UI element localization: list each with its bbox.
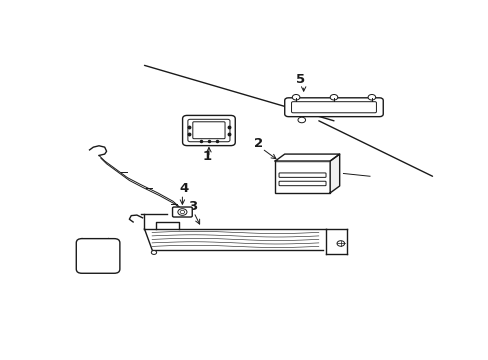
FancyBboxPatch shape (291, 102, 376, 113)
FancyBboxPatch shape (187, 119, 229, 142)
Bar (275, 161, 329, 193)
Circle shape (151, 251, 156, 255)
Text: 5: 5 (296, 73, 305, 86)
FancyBboxPatch shape (279, 181, 325, 186)
FancyBboxPatch shape (279, 173, 325, 177)
Text: 2: 2 (254, 137, 263, 150)
Text: 1: 1 (202, 150, 211, 163)
FancyBboxPatch shape (192, 122, 224, 139)
Circle shape (292, 94, 299, 100)
Polygon shape (329, 154, 339, 193)
FancyBboxPatch shape (284, 98, 383, 117)
FancyBboxPatch shape (76, 239, 120, 273)
Polygon shape (275, 154, 339, 161)
Text: 3: 3 (188, 200, 197, 213)
Circle shape (180, 210, 184, 214)
FancyBboxPatch shape (172, 207, 192, 217)
FancyBboxPatch shape (182, 116, 235, 146)
Circle shape (178, 209, 186, 215)
Text: 4: 4 (179, 182, 188, 195)
Circle shape (367, 94, 375, 100)
Circle shape (297, 117, 305, 123)
Circle shape (336, 241, 344, 246)
Circle shape (329, 94, 337, 100)
